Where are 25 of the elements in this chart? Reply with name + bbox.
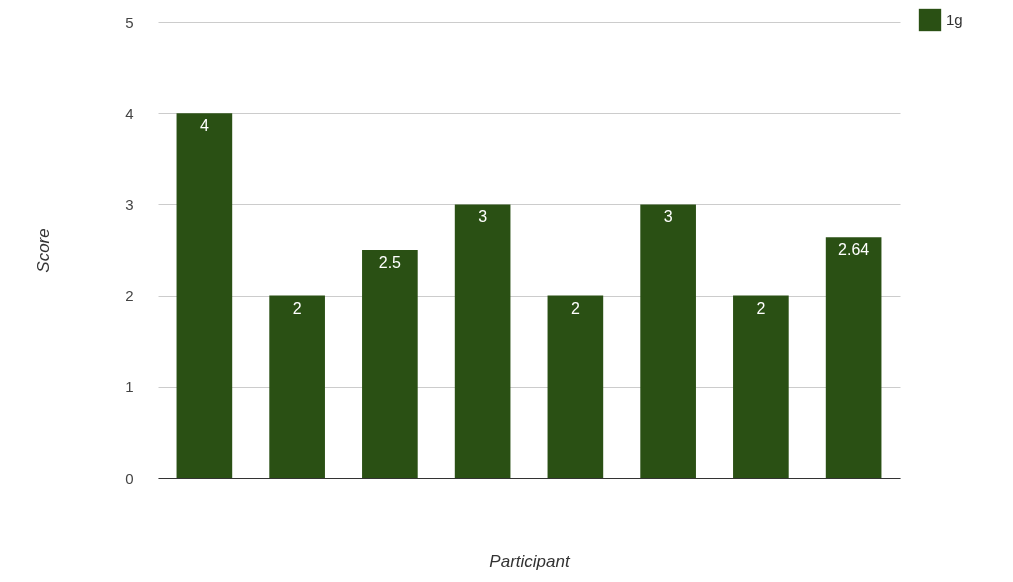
y-axis-title: Score xyxy=(34,228,54,273)
bar xyxy=(733,295,789,478)
bar xyxy=(269,295,325,478)
bar xyxy=(825,237,882,478)
legend-label: 1g xyxy=(946,11,963,28)
data-label: 4 xyxy=(199,117,209,135)
bar xyxy=(454,204,511,478)
y-tick-label: 4 xyxy=(125,104,134,122)
bar xyxy=(176,113,233,478)
bar xyxy=(640,204,696,478)
data-label: 2 xyxy=(570,299,580,317)
y-tick-label: 0 xyxy=(125,469,134,487)
y-tick-label: 2 xyxy=(125,287,134,305)
data-label: 2 xyxy=(292,299,302,317)
data-label: 2.5 xyxy=(378,254,402,271)
data-label: 2 xyxy=(756,299,766,317)
data-label: 2.64 xyxy=(838,241,870,259)
x-axis-title: Participant xyxy=(489,551,571,571)
data-label: 3 xyxy=(478,208,488,226)
bar xyxy=(362,250,418,478)
bar xyxy=(547,295,604,478)
y-tick-label: 3 xyxy=(125,195,134,213)
data-label: 3 xyxy=(663,208,673,226)
y-tick-label: 5 xyxy=(125,13,134,31)
y-tick-label: 1 xyxy=(125,378,134,396)
